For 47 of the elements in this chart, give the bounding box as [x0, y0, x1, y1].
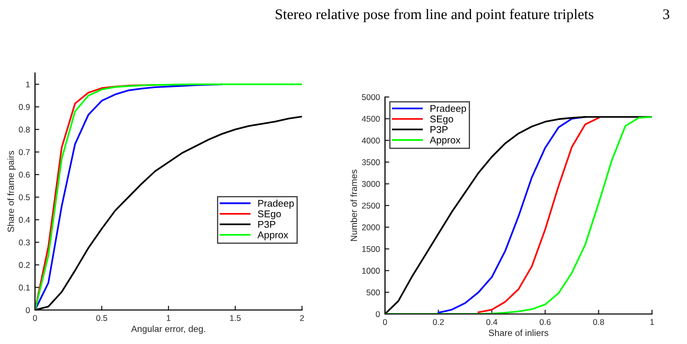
x-axis-title: Share of inliers — [488, 329, 548, 336]
y-tick-label: 1500 — [362, 246, 380, 252]
x-tick-label: 0.2 — [432, 319, 444, 325]
x-tick-label: 1.5 — [230, 315, 241, 321]
x-tick-label: 1 — [650, 319, 654, 325]
text: 3 — [663, 9, 670, 20]
y-tick-label: 0.7 — [18, 149, 30, 156]
y-axis-title: Share of frame pairs — [7, 150, 16, 232]
y-tick-label: 0.9 — [18, 104, 30, 110]
x-tick-label: 0.5 — [96, 315, 108, 321]
legend-label: SEgo — [430, 116, 454, 124]
legend-label: Approx — [257, 232, 288, 240]
y-tick-label: 0.1 — [18, 284, 30, 291]
y-tick-label: 0.3 — [18, 239, 30, 246]
x-tick-label: 0 — [33, 315, 37, 321]
legend-label: Pradeep — [258, 200, 294, 209]
x-tick-label: 1 — [166, 315, 170, 321]
legend-label: SEgo — [258, 210, 281, 220]
y-tick-label: 3500 — [362, 159, 380, 166]
x-tick-label: 0.6 — [540, 319, 551, 325]
y-tick-label: 2500 — [362, 202, 380, 209]
text: Stereo relative pose from line and point feature triplets — [276, 8, 594, 22]
x-tick-label: 0.8 — [593, 319, 604, 325]
y-tick-label: 0.4 — [18, 216, 30, 223]
y-tick-label: 0.2 — [18, 262, 30, 268]
x-tick-label: 0.4 — [486, 319, 498, 325]
y-tick-label: 0.8 — [18, 126, 30, 133]
y-axis-title: Number of frames — [350, 170, 358, 241]
y-tick-label: 2000 — [362, 224, 380, 230]
y-tick-label: 500 — [366, 290, 380, 296]
x-tick-label: 2 — [300, 315, 304, 321]
y-tick-label: 4500 — [362, 116, 380, 122]
y-tick-label: 0 — [26, 307, 30, 314]
y-tick-label: 0.6 — [18, 172, 30, 178]
x-tick-label: 0 — [383, 319, 387, 325]
y-tick-label: 1000 — [362, 268, 380, 274]
legend-label: Pradeep — [430, 104, 466, 114]
legend-label: P3P — [430, 126, 448, 133]
y-tick-label: 0.5 — [18, 194, 30, 200]
y-tick-label: 1 — [26, 82, 30, 88]
line-series — [478, 116, 600, 314]
x-axis-title: Angular error, deg. — [131, 325, 206, 334]
y-tick-label: 5000 — [362, 94, 380, 100]
legend-label: Approx — [430, 136, 460, 146]
y-tick-label: 4000 — [362, 138, 380, 144]
y-tick-label: 3000 — [362, 181, 380, 187]
legend-label: P3P — [258, 220, 276, 228]
